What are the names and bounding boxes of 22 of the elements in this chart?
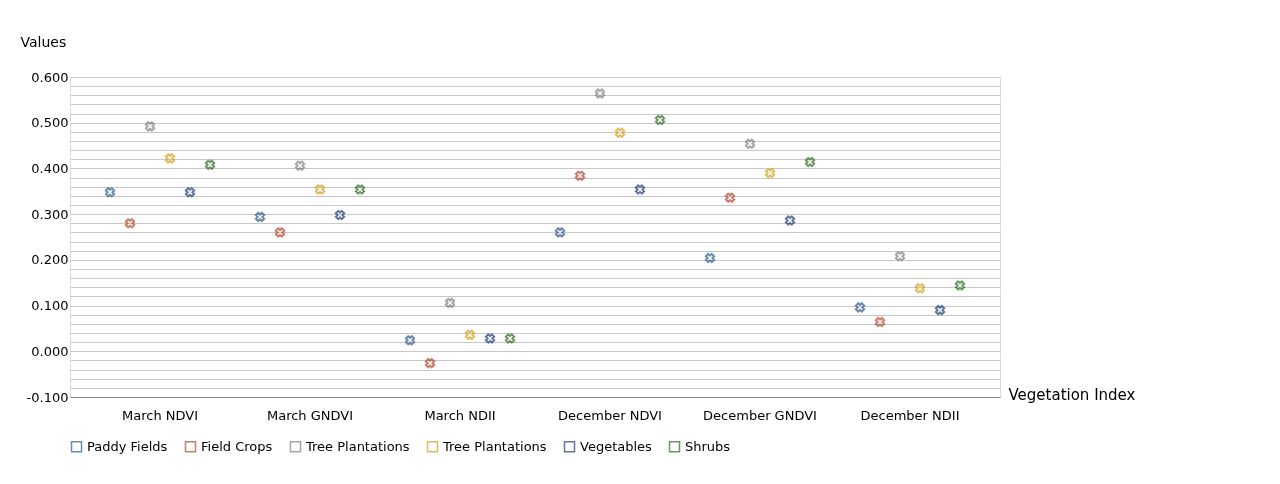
x-tick-label: December GNDVI xyxy=(703,407,817,423)
y-tick-label: 0.100 xyxy=(31,298,69,314)
x-tick-label: December NDII xyxy=(860,407,960,423)
legend-label: Tree Plantations xyxy=(442,438,547,454)
y-axis-title: Values xyxy=(20,33,67,50)
y-tick-label: 0.200 xyxy=(31,252,69,268)
y-tick-label: -0.100 xyxy=(26,389,69,405)
legend-label: Vegetables xyxy=(580,438,653,454)
x-tick-label: March NDII xyxy=(424,407,496,423)
x-tick-label: December NDVI xyxy=(558,407,662,423)
legend-label: Field Crops xyxy=(201,438,273,454)
y-tick-label: 0.000 xyxy=(31,343,69,359)
y-tick-label: 0.500 xyxy=(31,115,69,131)
x-axis-title: Vegetation Index xyxy=(1008,385,1136,404)
x-tick-label: March NDVI xyxy=(122,407,198,423)
legend-label: Shrubs xyxy=(685,438,731,454)
x-tick-label: March GNDVI xyxy=(266,407,354,423)
legend-label: Paddy Fields xyxy=(87,438,168,454)
y-tick-label: 0.300 xyxy=(31,206,69,222)
y-tick-label: 0.600 xyxy=(31,69,69,85)
y-tick-label: 0.400 xyxy=(31,160,69,176)
legend-label: Tree Plantations xyxy=(305,438,410,454)
